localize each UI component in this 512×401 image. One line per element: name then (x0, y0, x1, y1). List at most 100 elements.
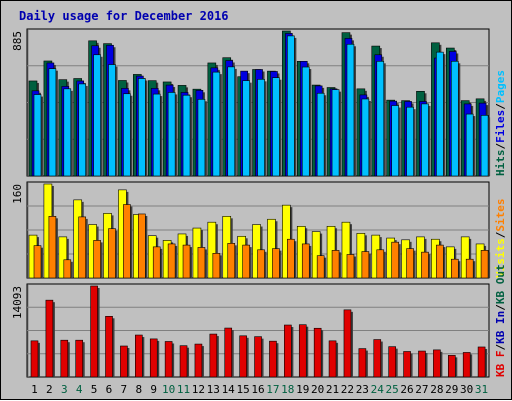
bar-kbf-day-6 (105, 316, 113, 378)
bar-pages-day-21 (331, 89, 340, 177)
legend-entry: Sites (494, 199, 507, 232)
bar-kbf-day-10 (164, 341, 173, 378)
bar-kbf-day-25 (388, 346, 396, 378)
chart-title: Daily usage for December 2016 (19, 9, 229, 23)
day-label-27: 27 (415, 383, 428, 396)
day-label-7: 7 (121, 383, 128, 396)
bar-visits-day-30 (460, 236, 470, 279)
bar-sites-day-10 (167, 243, 176, 279)
bar-sites-day-11 (182, 244, 191, 279)
bar-sites-day-25 (391, 241, 399, 279)
bar-kbf-day-8 (135, 334, 143, 378)
day-label-1: 1 (31, 383, 38, 396)
bar-pages-day-11 (182, 94, 191, 177)
day-label-23: 23 (356, 383, 369, 396)
day-label-20: 20 (311, 383, 324, 396)
bar-pages-day-26 (406, 106, 414, 177)
bar-sites-day-7 (123, 204, 131, 279)
legend-entry: / (494, 304, 507, 311)
bar-pages-day-25 (391, 105, 399, 177)
legend-kb: KB F/KB In/KB Out (494, 264, 507, 377)
bar-kbf-day-2 (45, 299, 54, 378)
day-label-17: 17 (266, 383, 279, 396)
bar-sites-day-26 (406, 248, 414, 279)
bar-kbf-day-15 (239, 335, 247, 378)
bar-pages-day-3 (63, 88, 72, 177)
legend-entry: Hits (494, 150, 507, 177)
legend-visits-sites: Visits/Sites (494, 199, 507, 279)
bar-kbf-day-12 (194, 343, 203, 378)
bar-pages-day-28 (436, 51, 444, 177)
day-label-22: 22 (341, 383, 354, 396)
bar-pages-day-20 (316, 92, 325, 177)
legend-entry: / (494, 143, 507, 150)
day-label-2: 2 (46, 383, 53, 396)
bar-kbf-day-19 (298, 324, 307, 378)
day-label-11: 11 (177, 383, 190, 396)
bar-sites-day-27 (421, 251, 429, 279)
bar-kbf-day-18 (284, 324, 292, 378)
bar-pages-day-13 (212, 71, 221, 177)
bar-sites-day-6 (108, 228, 116, 279)
bar-kbf-day-5 (90, 285, 98, 378)
bar-sites-day-18 (287, 238, 295, 279)
legend-entry: Pages (494, 70, 507, 103)
bar-kbf-day-7 (120, 345, 128, 378)
legend-entry: KB Out (494, 264, 507, 304)
bar-pages-day-15 (242, 80, 250, 177)
bar-sites-day-3 (63, 259, 72, 279)
bar-sites-day-13 (212, 253, 221, 279)
bar-kbf-day-24 (373, 339, 382, 378)
bar-pages-day-10 (167, 92, 176, 177)
bar-pages-day-19 (301, 66, 310, 177)
bar-pages-day-1 (33, 94, 42, 177)
bar-pages-day-12 (197, 99, 206, 177)
bar-kbf-day-3 (60, 339, 69, 378)
bar-kbf-day-31 (477, 346, 486, 378)
bar-sites-day-22 (346, 254, 355, 279)
bar-sites-day-19 (301, 243, 310, 279)
bar-kbf-day-28 (433, 349, 441, 378)
bar-kbf-day-23 (358, 348, 367, 378)
legend-entry: Visits (494, 238, 507, 278)
day-label-16: 16 (251, 383, 264, 396)
bar-sites-day-23 (361, 251, 370, 279)
legend-entry: / (494, 344, 507, 351)
day-label-13: 13 (207, 383, 220, 396)
day-label-12: 12 (192, 383, 205, 396)
day-label-30: 30 (460, 383, 473, 396)
bar-kbf-day-26 (403, 351, 411, 378)
bar-pages-day-9 (152, 93, 161, 177)
day-label-15: 15 (236, 383, 249, 396)
bar-sites-day-8 (138, 213, 146, 279)
bar-pages-day-7 (123, 93, 131, 177)
day-label-8: 8 (135, 383, 142, 396)
day-label-21: 21 (326, 383, 339, 396)
legend-entry: / (494, 231, 507, 238)
bar-visits-day-13 (207, 221, 217, 279)
day-label-3: 3 (61, 383, 68, 396)
bar-kbf-day-1 (30, 340, 39, 378)
legend-entry: Files (494, 110, 507, 143)
bar-kbf-day-14 (224, 327, 233, 378)
bar-kbf-day-21 (328, 340, 337, 378)
bar-pages-day-27 (421, 103, 429, 177)
bar-pages-day-6 (108, 64, 116, 177)
day-label-19: 19 (296, 383, 309, 396)
bar-sites-day-30 (465, 258, 474, 279)
bar-sites-day-24 (376, 249, 385, 279)
bar-visits-day-20 (311, 231, 321, 279)
bar-visits-day-22 (341, 221, 351, 279)
day-label-29: 29 (445, 383, 458, 396)
bar-sites-day-12 (197, 247, 206, 279)
bar-sites-day-17 (272, 248, 280, 279)
bar-kbf-day-13 (209, 333, 218, 378)
legend-entry: KB In (494, 311, 507, 344)
day-label-18: 18 (281, 383, 294, 396)
bar-kbf-day-4 (75, 339, 84, 378)
bar-kbf-day-27 (418, 350, 426, 378)
bar-kbf-day-9 (149, 338, 158, 378)
bar-pages-day-31 (480, 115, 489, 177)
